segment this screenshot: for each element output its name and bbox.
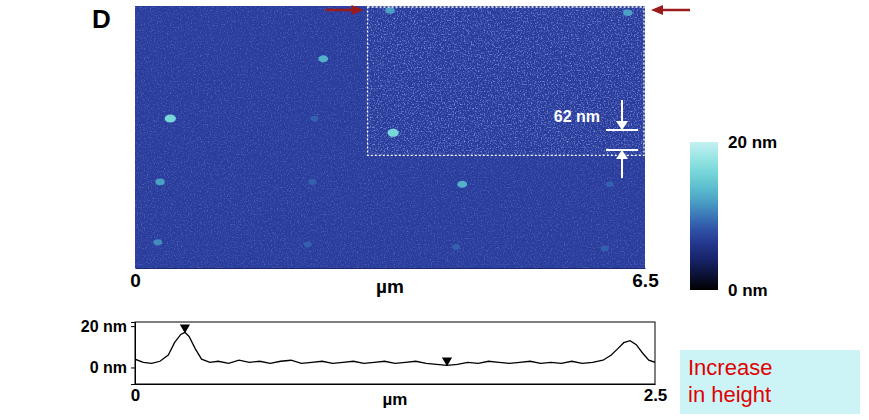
annotation: 62 nm: [554, 108, 600, 125]
panel-label: D: [92, 4, 111, 34]
particle: [311, 116, 319, 122]
particle: [304, 242, 312, 248]
particle: [601, 246, 609, 252]
particle: [153, 239, 162, 245]
spacing-arrow: [621, 156, 623, 178]
particle: [623, 9, 632, 16]
tick-label: 0: [131, 386, 140, 405]
particle: [308, 179, 316, 185]
callout-text: Increase: [688, 355, 772, 380]
tick-label: 0: [130, 270, 141, 291]
axis-title: µm: [376, 276, 404, 297]
axis-line: [136, 268, 646, 269]
tick: 0: [131, 384, 140, 405]
figure: 62 nm 0 6.5 µm 0 nm 20 nm 0 2.5 µm 0 nm 20 nm D Incr…: [0, 0, 869, 420]
particle: [606, 181, 614, 187]
tick-label: 0 nm: [90, 359, 127, 376]
tick: 2.5: [644, 384, 668, 405]
profile-line: [135, 332, 655, 365]
particle: [318, 55, 328, 62]
arrow-head: [352, 5, 364, 15]
callout-box: [680, 350, 860, 414]
tick-label: 20 nm: [81, 318, 127, 335]
spacing-arrow-head: [616, 150, 628, 159]
profile-marker: [180, 324, 190, 333]
particle: [155, 179, 164, 186]
particle: [457, 181, 467, 188]
tick-mark: [131, 367, 135, 368]
particle: [452, 244, 460, 250]
tick: 0 nm: [90, 359, 135, 376]
marker-arrow-left: [326, 5, 364, 15]
inset-texture: [368, 6, 645, 155]
arrow-head: [651, 5, 663, 15]
spacing-arrow-head: [616, 121, 628, 130]
callout-text: in height: [688, 382, 771, 407]
marker-arrow-right: [651, 5, 690, 15]
tick: 6.5: [632, 268, 659, 291]
particle: [385, 7, 394, 14]
axis-line: [136, 384, 656, 385]
particle: [387, 129, 398, 137]
tick: 20 nm: [81, 318, 135, 335]
profile-plot: [135, 324, 655, 366]
tick-mark: [131, 326, 135, 327]
surface: [135, 6, 645, 268]
colorbar: [690, 142, 718, 290]
tick-label: 2.5: [644, 386, 668, 405]
spacing-arrow: [621, 100, 623, 124]
inset-frame: [368, 7, 644, 155]
colorbar-label: 0 nm: [728, 281, 768, 300]
tick-label: 6.5: [632, 270, 659, 291]
profile-marker: [442, 357, 452, 366]
surface-texture: [135, 6, 645, 268]
colorbar-label: 20 nm: [728, 133, 777, 152]
axis-line: [131, 323, 136, 385]
y-axis: 0 nm 20 nm: [81, 318, 136, 385]
spacing-annotation: [606, 100, 638, 178]
tick: 0: [130, 268, 141, 291]
particle: [165, 115, 176, 123]
plot-frame: [135, 322, 655, 384]
afm-image: [135, 6, 645, 268]
axis-title: µm: [383, 390, 408, 409]
